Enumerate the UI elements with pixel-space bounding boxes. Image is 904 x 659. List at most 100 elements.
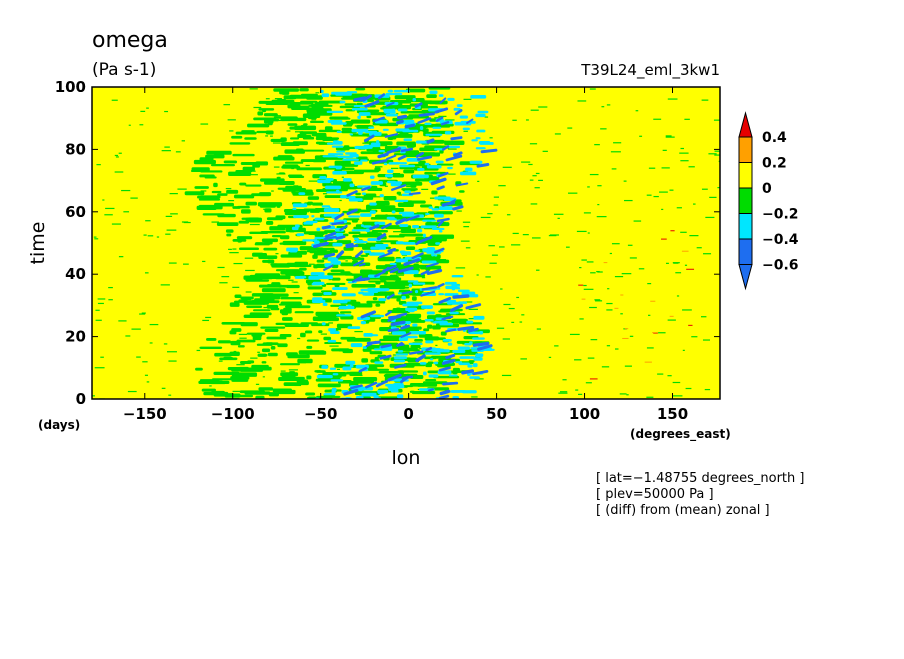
field-patch-green bbox=[422, 381, 448, 385]
field-streak bbox=[653, 195, 659, 198]
field-patch-cyan bbox=[424, 352, 441, 355]
field-core-blue bbox=[339, 224, 348, 231]
field-patch-green bbox=[283, 209, 310, 213]
field-patch-cyan bbox=[342, 158, 359, 161]
field-core-blue bbox=[371, 159, 388, 165]
field-core-blue bbox=[379, 354, 392, 360]
field-patch-cyan bbox=[414, 249, 421, 252]
field-patch-cyan bbox=[377, 389, 389, 394]
field-streak bbox=[487, 213, 493, 215]
colorbar-label: −0.6 bbox=[762, 258, 799, 274]
field-streak bbox=[688, 166, 695, 168]
field-patch-cyan bbox=[468, 331, 482, 335]
x-tick-label: 0 bbox=[403, 405, 413, 423]
field-streak bbox=[272, 142, 281, 144]
field-streak bbox=[594, 299, 601, 301]
field-streak bbox=[613, 142, 622, 144]
field-patch-green bbox=[289, 101, 314, 105]
field-streak bbox=[624, 365, 632, 367]
field-streak bbox=[474, 378, 484, 380]
field-patch-green bbox=[257, 353, 267, 357]
field-streak bbox=[95, 319, 102, 321]
field-streak bbox=[249, 88, 258, 90]
field-patch-cyan bbox=[432, 126, 442, 129]
field-patch-green bbox=[318, 330, 323, 334]
field-patch-cyan bbox=[384, 110, 396, 114]
field-patch-cyan bbox=[321, 93, 330, 98]
field-patch-green bbox=[409, 115, 430, 119]
field-patch-cyan bbox=[312, 281, 325, 286]
field-streak bbox=[181, 140, 185, 142]
field-core-blue bbox=[381, 222, 392, 230]
field-patch-green bbox=[258, 387, 274, 391]
field-streak bbox=[525, 119, 529, 121]
field-streak bbox=[271, 190, 274, 192]
field-patch-green bbox=[269, 226, 286, 231]
field-patch-cyan bbox=[331, 387, 337, 392]
field-patch-cyan bbox=[429, 90, 438, 94]
field-streak bbox=[275, 253, 279, 255]
field-patch-green bbox=[238, 299, 248, 303]
field-patch-cyan bbox=[351, 229, 368, 232]
x-tick-label: 100 bbox=[569, 405, 600, 423]
field-streak bbox=[557, 217, 560, 219]
field-core-blue bbox=[377, 152, 389, 159]
field-patch-green bbox=[424, 145, 443, 149]
field-streak bbox=[708, 153, 717, 155]
field-streak-warm bbox=[624, 328, 629, 330]
field-patch-green bbox=[366, 115, 372, 119]
field-patch-green bbox=[235, 170, 248, 174]
field-core-blue bbox=[426, 262, 439, 268]
field-patch-cyan bbox=[370, 246, 386, 250]
field-streak bbox=[590, 272, 596, 274]
field-streak bbox=[669, 189, 674, 191]
field-patch-green bbox=[237, 345, 245, 348]
field-streak bbox=[530, 203, 538, 205]
field-patch-green bbox=[231, 379, 249, 382]
field-patch-green bbox=[256, 343, 273, 346]
field-streak bbox=[95, 309, 100, 311]
field-patch-green bbox=[273, 116, 298, 119]
field-streak bbox=[589, 88, 596, 90]
field-patch-green bbox=[350, 133, 370, 137]
field-patch-green bbox=[368, 280, 387, 283]
field-patch-cyan bbox=[475, 137, 481, 140]
colorbar-label: −0.2 bbox=[762, 207, 799, 223]
field-patch-green bbox=[280, 372, 299, 377]
field-patch-green bbox=[206, 151, 217, 155]
field-patch-green bbox=[343, 218, 360, 221]
field-streak bbox=[163, 343, 168, 345]
field-patch-cyan bbox=[397, 350, 404, 353]
field-patch-cyan bbox=[477, 110, 489, 114]
field-core-blue bbox=[353, 96, 367, 102]
field-patch-green bbox=[375, 214, 387, 219]
field-streak bbox=[104, 214, 113, 216]
field-streak bbox=[251, 170, 256, 172]
field-patch-green bbox=[329, 116, 349, 120]
field-streak bbox=[553, 213, 564, 215]
field-core-blue bbox=[436, 217, 450, 223]
field-patch-green bbox=[206, 337, 217, 341]
field-patch-cyan bbox=[475, 353, 484, 357]
field-patch-green bbox=[398, 370, 405, 375]
field-streak bbox=[606, 309, 613, 311]
field-patch-green bbox=[307, 196, 320, 200]
field-patch-green bbox=[198, 204, 223, 210]
field-patch-green bbox=[279, 309, 292, 314]
field-core-blue bbox=[363, 134, 375, 143]
field-patch-green bbox=[391, 136, 397, 140]
field-core-blue bbox=[455, 182, 469, 187]
field-streak bbox=[229, 252, 239, 254]
field-core-blue bbox=[346, 190, 358, 197]
field-streak bbox=[676, 207, 682, 209]
field-patch-green bbox=[400, 110, 427, 114]
field-streak bbox=[665, 135, 672, 137]
field-streak bbox=[659, 191, 668, 193]
y-axis: 0 20 40 60 80 100 bbox=[55, 78, 720, 408]
field-core-blue bbox=[345, 244, 359, 249]
field-streak bbox=[445, 119, 455, 121]
field-streak-warm bbox=[669, 315, 674, 317]
field-patch-cyan bbox=[412, 98, 417, 102]
field-patch-cyan bbox=[393, 356, 408, 359]
field-core-blue bbox=[355, 250, 364, 258]
